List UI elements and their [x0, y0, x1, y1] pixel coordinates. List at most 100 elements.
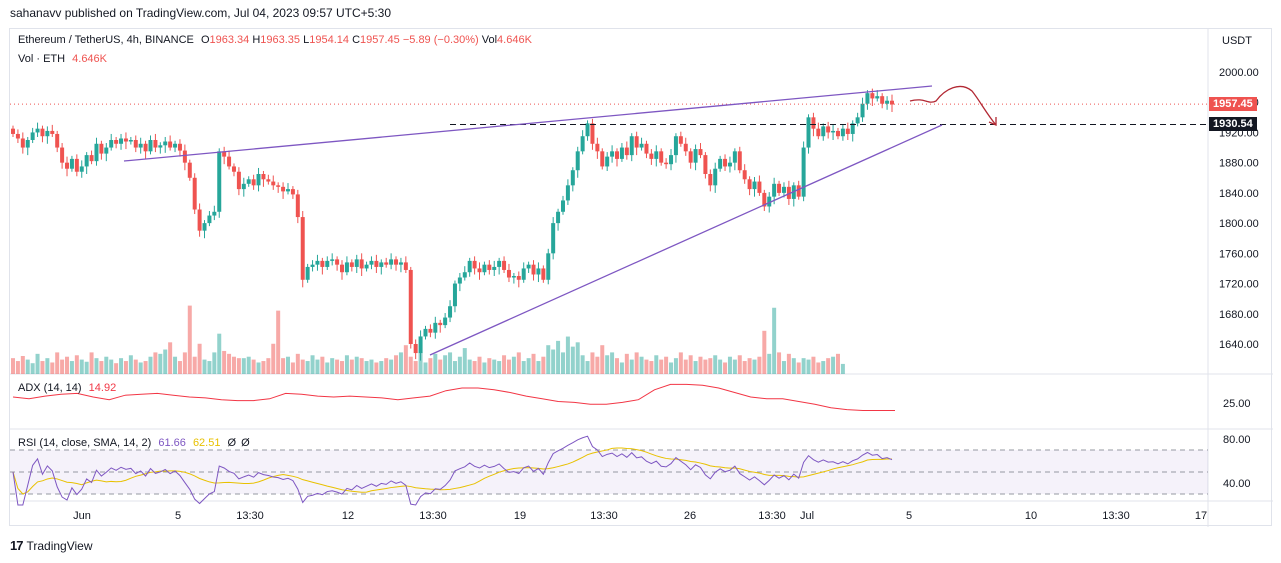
volume-bar [732, 359, 737, 374]
candle-body [840, 128, 845, 137]
volume-bar [192, 356, 197, 374]
symbol-title[interactable]: Ethereum / TetherUS, 4h, BINANCE [18, 34, 194, 46]
volume-bar [772, 307, 777, 374]
high-value: 1963.35 [260, 34, 301, 46]
time-tick-label: 13:30 [590, 510, 618, 522]
volume-bar [472, 361, 477, 374]
candle-body [202, 223, 207, 231]
candle-body [40, 128, 45, 137]
volume-bar [182, 352, 187, 374]
candle-body [55, 133, 60, 148]
volume-legend[interactable]: Vol · ETH 4.646K [18, 53, 107, 65]
candle-body [757, 181, 762, 193]
volume-bar [835, 353, 840, 374]
candle-body [767, 196, 772, 207]
volume-bar [428, 358, 433, 374]
volume-bar [271, 343, 276, 374]
price-tick-label: 1760.00 [1219, 248, 1259, 260]
publisher-line: sahanavv published on TradingView.com, J… [10, 6, 392, 20]
candle-body [20, 138, 25, 148]
volume-bar [290, 362, 295, 374]
volume-bar [826, 358, 831, 374]
volume-bar [506, 359, 511, 374]
candle-body [585, 123, 590, 137]
candle-body [752, 181, 757, 190]
candle-body [772, 183, 777, 197]
volume-bar [482, 362, 487, 374]
volume-bar [536, 361, 541, 374]
price-tick-label: 1880.00 [1219, 158, 1259, 170]
volume-bar [467, 359, 472, 374]
adx-legend[interactable]: ADX (14, 14) 14.92 [18, 382, 116, 394]
candle-body [359, 259, 364, 269]
candle-body [281, 186, 286, 192]
chart-area[interactable]: 2000.001960.001920.001880.001840.001800.… [9, 28, 1273, 527]
volume-bar [143, 361, 148, 374]
vol-label: Vol [481, 34, 498, 46]
vol-value: 4.646K [497, 34, 532, 46]
volume-bar [320, 356, 325, 374]
candle-body [325, 260, 330, 267]
volume-legend-label: Vol · ETH [18, 53, 66, 65]
candle-body [246, 179, 251, 184]
candle-body [448, 306, 453, 318]
candle-body [850, 123, 855, 134]
candle-body [114, 140, 119, 144]
candle-body [570, 170, 575, 186]
candle-body [880, 96, 885, 104]
price-tick-label: 2000.00 [1219, 67, 1259, 79]
volume-bar [74, 355, 79, 374]
volume-bar [310, 355, 315, 374]
candle-body [423, 328, 428, 337]
open-label: O [200, 34, 210, 46]
volume-bar [266, 358, 271, 374]
candle-body [546, 253, 551, 280]
volume-bar [335, 359, 340, 374]
candle-body [452, 283, 457, 307]
volume-bar [570, 346, 575, 374]
main-legend[interactable]: Ethereum / TetherUS, 4h, BINANCE O 1963.3… [18, 34, 532, 46]
candle-body [639, 143, 644, 148]
price-tick-label: 1800.00 [1219, 218, 1259, 230]
candle-body [418, 336, 423, 354]
volume-legend-value: 4.646K [72, 53, 108, 65]
volume-bar [236, 358, 241, 374]
volume-bar [801, 358, 806, 374]
volume-bar [138, 362, 143, 374]
volume-bar [752, 359, 757, 374]
volume-bar [546, 345, 551, 374]
candle-body [727, 162, 732, 167]
candle-body [227, 156, 232, 167]
candle-body [340, 264, 345, 273]
high-label: H [252, 34, 261, 46]
volume-bar [25, 359, 30, 374]
candle-body [35, 128, 40, 133]
candle-body [310, 264, 315, 267]
volume-bar [285, 356, 290, 374]
adx-tick-label: 25.00 [1223, 398, 1251, 410]
rsi-legend[interactable]: RSI (14, close, SMA, 14, 2) 61.66 62.51 … [18, 437, 250, 449]
chart-svg[interactable]: 2000.001960.001920.001880.001840.001800.… [10, 29, 1273, 527]
candle-body [595, 143, 600, 152]
volume-bar [556, 340, 561, 374]
candle-body [394, 259, 399, 265]
volume-bar [521, 361, 526, 374]
candle-body [688, 151, 693, 163]
candle-body [143, 143, 148, 152]
candle-body [123, 138, 128, 142]
candle-body [349, 262, 354, 267]
volume-bar [40, 361, 45, 374]
candle-body [315, 260, 320, 265]
volume-bar [227, 353, 232, 374]
time-tick-label: 13:30 [419, 510, 447, 522]
volume-bar [713, 355, 718, 374]
rsi-line [12, 435, 893, 506]
candle-body [855, 117, 860, 124]
candle-body [158, 145, 163, 148]
volume-bar [158, 353, 163, 374]
tradingview-brand: TradingView [26, 538, 93, 553]
footer-brand[interactable]: 17 TradingView [10, 538, 93, 553]
adx-value: 14.92 [88, 382, 117, 394]
low-label: L [303, 34, 310, 46]
volume-bar [398, 352, 403, 374]
